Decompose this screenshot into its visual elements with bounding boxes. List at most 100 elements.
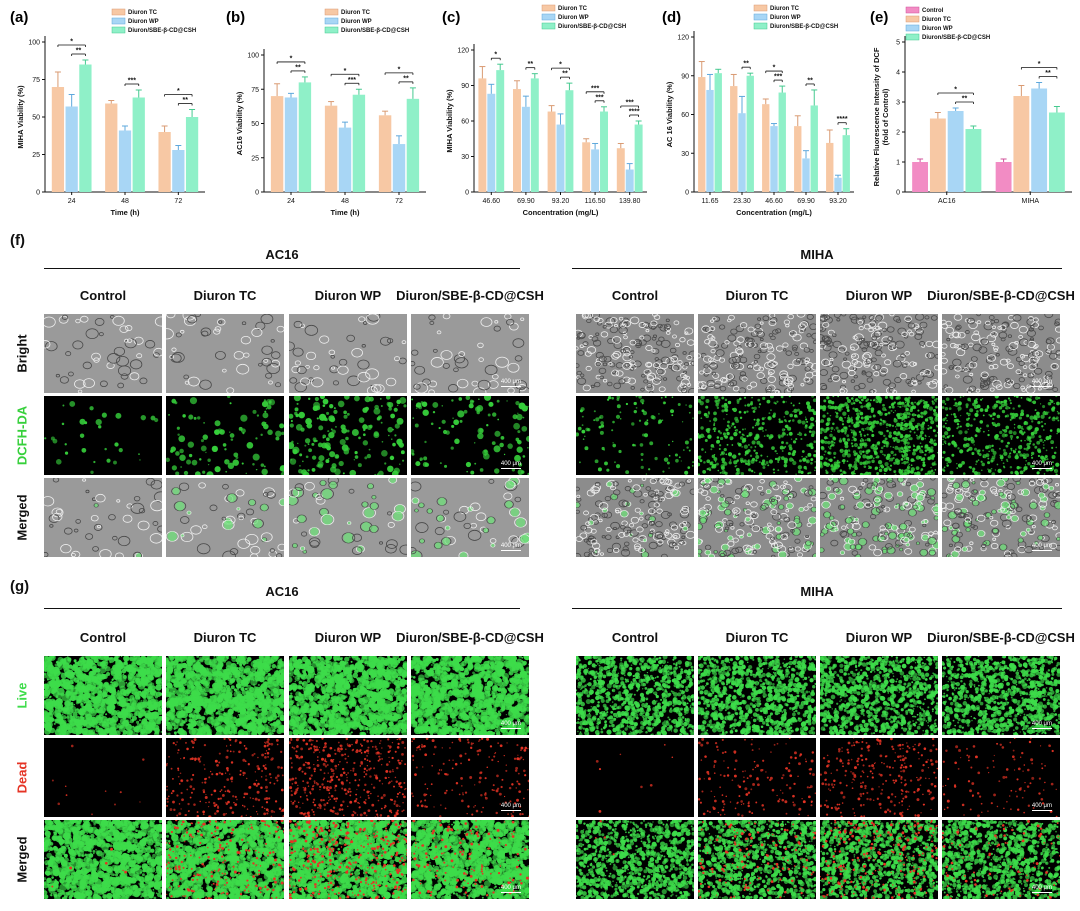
cell (296, 366, 307, 375)
cell (698, 523, 703, 531)
cell (386, 338, 394, 344)
fluor-spot (522, 455, 526, 458)
fluor-spot (761, 421, 765, 426)
fluor-spot (1029, 464, 1033, 468)
fluor-spot (947, 459, 952, 464)
cell (401, 340, 407, 345)
green-cell (411, 550, 421, 557)
x-axis-label: Time (h) (110, 208, 140, 217)
fluor-spot (587, 428, 590, 431)
green-cell (872, 486, 876, 490)
cell (582, 384, 591, 392)
fluor-spot (681, 421, 684, 423)
cell (99, 380, 108, 388)
cell (822, 321, 830, 328)
cell (154, 316, 162, 327)
fluor-spot (1044, 422, 1046, 425)
legend-swatch (905, 33, 920, 41)
green-cell (775, 526, 782, 532)
fluor-spot (205, 451, 207, 454)
fluor-spot (953, 443, 958, 448)
cell (728, 314, 735, 321)
cell (881, 353, 886, 358)
green-cell (904, 537, 909, 542)
fluor-spot (463, 409, 468, 414)
fluor-spot (612, 443, 617, 448)
cell (592, 542, 601, 550)
fluor-spot (930, 469, 934, 473)
fluor-spot (879, 450, 883, 454)
cell (1008, 315, 1015, 321)
cell (719, 385, 727, 392)
fluor-spot (1008, 430, 1013, 435)
fluor-spot (854, 407, 859, 412)
green-cell (792, 528, 800, 536)
fluor-spot (691, 465, 694, 467)
cell (990, 319, 995, 324)
cell (915, 328, 924, 336)
fluor-spot (44, 437, 47, 440)
cell (585, 365, 592, 372)
cell (985, 512, 992, 518)
fluor-spot (386, 401, 391, 406)
fluor-spot (379, 398, 382, 400)
fluor-spot (864, 416, 866, 419)
fluor-spot (713, 411, 717, 416)
g-column-header-right-1: Diuron TC (678, 630, 836, 645)
fluor-spot (810, 422, 814, 427)
cell (456, 378, 469, 389)
green-cell (829, 478, 832, 481)
y-tick-label: 0 (685, 190, 689, 197)
cell (180, 329, 185, 334)
cell (909, 484, 920, 492)
cell (472, 387, 487, 393)
cell (432, 348, 438, 353)
fluor-spot (886, 443, 888, 445)
cell (969, 496, 976, 502)
bar (79, 64, 92, 192)
fluor-spot (308, 448, 313, 453)
cell (990, 331, 998, 338)
cell (387, 521, 395, 528)
fluor-spot (821, 428, 823, 430)
cell (670, 355, 679, 363)
fluor-spot (255, 468, 258, 471)
fluor-spot (639, 443, 644, 447)
cell (681, 388, 688, 393)
fluor-spot (809, 416, 815, 422)
fluor-spot (743, 411, 747, 414)
fluor-spot (872, 420, 877, 424)
fluor-spot (89, 406, 94, 411)
cell (198, 482, 206, 489)
cell (650, 320, 658, 327)
green-cell (799, 507, 804, 512)
fluor-spot (346, 412, 350, 416)
fluor-spot (1042, 441, 1044, 444)
fluor-spot (713, 422, 716, 425)
cell (857, 320, 864, 325)
cell (677, 360, 683, 365)
fluor-spot (329, 416, 336, 423)
fluor-spot (946, 419, 948, 422)
cell (861, 337, 866, 342)
fluor-spot (975, 463, 977, 466)
fluor-spot (275, 430, 282, 437)
cell (820, 341, 826, 346)
fluor-spot (246, 441, 254, 449)
cell (514, 496, 522, 503)
fluor-spot (900, 439, 903, 442)
fluor-spot (883, 454, 886, 457)
fluor-spot (783, 463, 788, 468)
fluor-spot (238, 426, 243, 431)
cell (976, 320, 982, 325)
fluor-spot (959, 396, 962, 399)
fluor-spot (98, 425, 102, 429)
green-cell (927, 488, 935, 496)
fluor-spot (904, 427, 908, 431)
fluor-spot (1033, 416, 1037, 420)
cell (1041, 478, 1049, 485)
cell (612, 336, 622, 344)
fluor-spot (423, 456, 428, 461)
fluor-spot (160, 731, 162, 733)
